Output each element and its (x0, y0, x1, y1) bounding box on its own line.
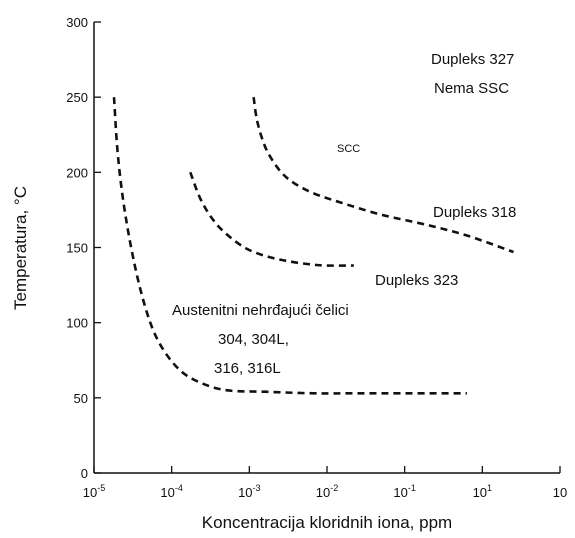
x-tick-base: 10 (393, 485, 407, 500)
x-tick-base: 10 (160, 485, 174, 500)
y-ticks: 0 50 100 150 200 250 300 (66, 15, 101, 481)
x-tick-label: 10 (553, 485, 567, 500)
x-ticks: 10-5 10-4 10-3 10-2 10-1 101 10 (83, 466, 567, 500)
annotation-austenitic-grades-1: 304, 304L, (218, 331, 289, 348)
series-line-3 (252, 96, 514, 254)
curves (112, 96, 514, 395)
y-tick-label: 200 (66, 165, 88, 180)
x-tick-label: 10-3 (238, 483, 260, 500)
x-tick-base: 10 (553, 485, 567, 500)
x-tick-base: 10 (83, 485, 97, 500)
y-tick-label: 100 (66, 316, 88, 331)
x-tick-label: 10-2 (316, 483, 338, 500)
y-tick-label: 50 (74, 391, 88, 406)
annotation-duplex-323: Dupleks 323 (375, 272, 458, 289)
annotation-austenitic-grades-2: 316, 316L (214, 360, 281, 377)
x-axis-title: Koncentracija kloridnih iona, ppm (202, 513, 452, 532)
series-line-1 (112, 97, 467, 395)
x-tick-label: 101 (473, 483, 492, 500)
x-tick-label: 10-1 (393, 483, 415, 500)
x-tick-base: 10 (473, 485, 487, 500)
x-tick-exponent: -5 (97, 483, 105, 493)
y-tick-label: 250 (66, 90, 88, 105)
x-tick-base: 10 (316, 485, 330, 500)
x-tick-base: 10 (238, 485, 252, 500)
x-tick-exponent: -2 (330, 483, 338, 493)
annotation-duplex-327: Dupleks 327 (431, 51, 514, 68)
annotation-no-ssc: Nema SSC (434, 80, 509, 97)
y-tick-label: 300 (66, 15, 88, 30)
x-tick-exponent: -4 (175, 483, 183, 493)
y-tick-label: 150 (66, 241, 88, 256)
x-tick-exponent: -3 (253, 483, 261, 493)
x-tick-exponent: -1 (408, 483, 416, 493)
annotation-duplex-318: Dupleks 318 (433, 204, 516, 221)
y-axis-title: Temperatura, °C (11, 186, 30, 310)
series-line-2 (189, 171, 354, 267)
x-tick-label: 10-4 (160, 483, 182, 500)
x-tick-exponent: 1 (487, 483, 492, 493)
y-tick-label: 0 (81, 466, 88, 481)
x-tick-label: 10-5 (83, 483, 105, 500)
annotation-scc: SCC (337, 143, 360, 155)
annotation-austenitic: Austenitni nehrđajući čelici (172, 302, 349, 319)
